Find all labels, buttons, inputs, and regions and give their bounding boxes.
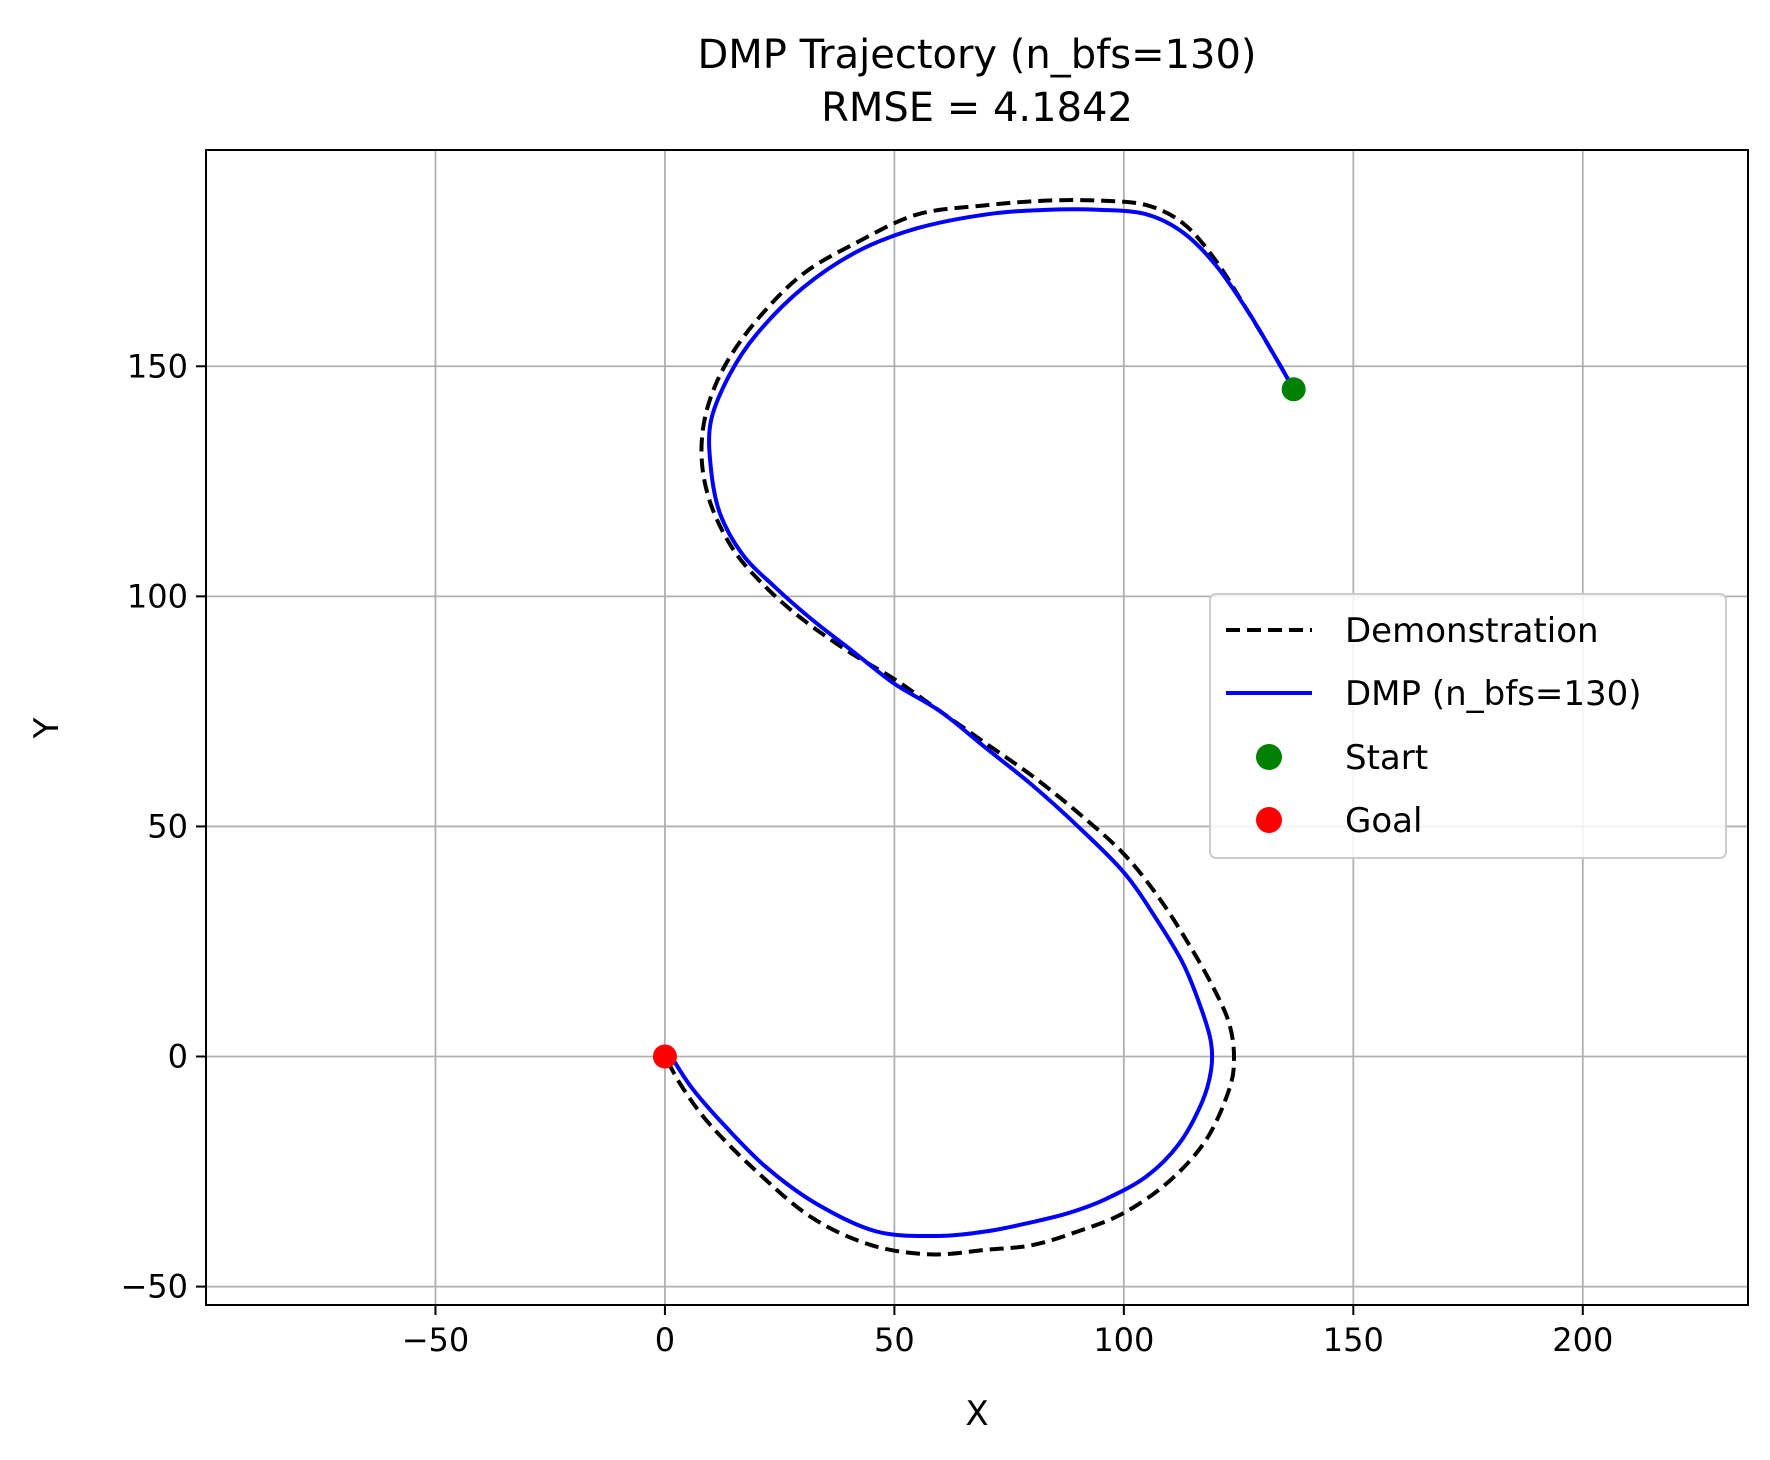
- plot-markers: [652, 377, 1306, 1069]
- x-tick-label: 50: [874, 1321, 915, 1359]
- x-tick-label: 150: [1323, 1321, 1384, 1359]
- y-tick-label: 0: [168, 1038, 188, 1076]
- y-axis-label: Y: [27, 717, 67, 739]
- series-line-demonstration: [663, 198, 1296, 1257]
- x-tick-label: 0: [655, 1321, 675, 1359]
- legend-box: [1209, 593, 1727, 859]
- legend-label-start: Start: [1345, 738, 1428, 778]
- x-axis-ticks: −50 0 50 100 150 200: [402, 1305, 1613, 1359]
- x-tick-label: 100: [1093, 1321, 1154, 1359]
- marker-goal: [652, 1044, 677, 1069]
- legend: Demonstration DMP (n_bfs=130) Start Goal: [1209, 593, 1727, 859]
- legend-label-demonstration: Demonstration: [1345, 611, 1599, 651]
- y-tick-label: 150: [127, 347, 188, 385]
- x-tick-label: 200: [1552, 1321, 1613, 1359]
- x-axis-label: X: [965, 1394, 988, 1434]
- y-axis-ticks: −50 0 50 100 150: [120, 347, 206, 1306]
- plot-series: [663, 198, 1296, 1257]
- y-tick-label: 100: [127, 577, 188, 615]
- chart-title: DMP Trajectory (n_bfs=130): [697, 32, 1256, 78]
- legend-label-goal: Goal: [1345, 801, 1422, 841]
- marker-start: [1281, 377, 1306, 402]
- y-tick-label: −50: [120, 1268, 188, 1306]
- y-tick-label: 50: [147, 807, 188, 845]
- plot-frame: [205, 149, 1749, 1306]
- legend-swatch-goal: [1256, 807, 1282, 833]
- chart-subtitle: RMSE = 4.1842: [821, 85, 1133, 131]
- series-line-dmp: [672, 207, 1296, 1239]
- legend-label-dmp: DMP (n_bfs=130): [1345, 674, 1642, 714]
- legend-swatch-start: [1256, 744, 1282, 770]
- x-tick-label: −50: [402, 1321, 470, 1359]
